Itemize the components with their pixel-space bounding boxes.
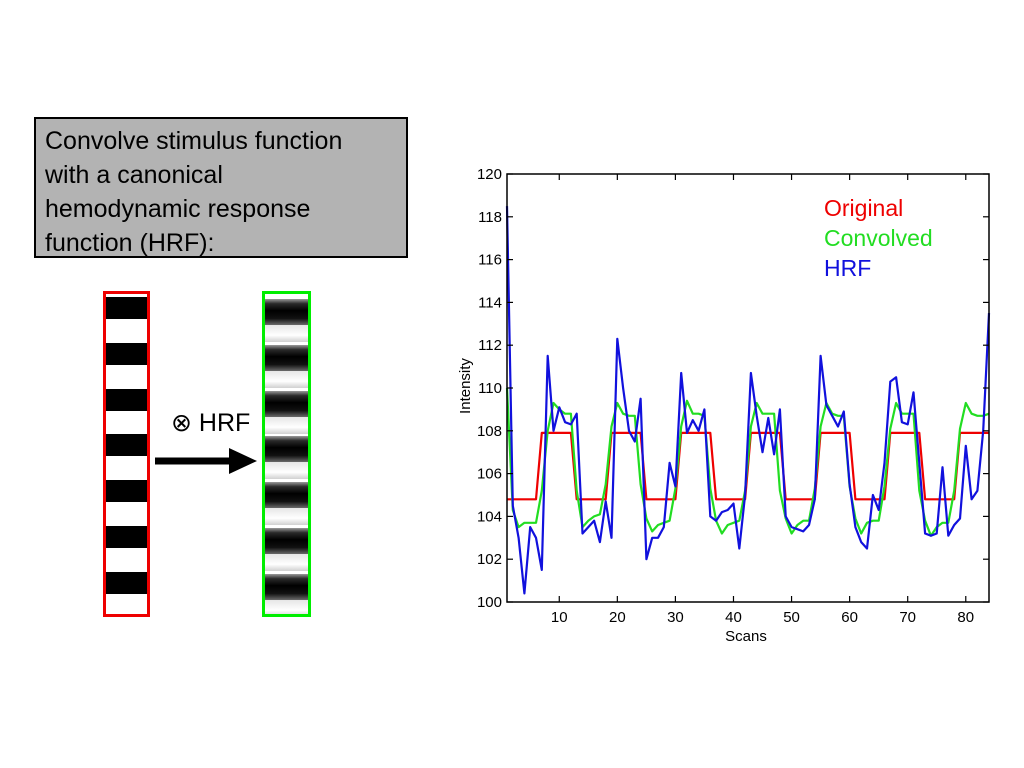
convolved-gap: [265, 599, 308, 614]
convolution-operator-label: ⊗ HRF: [171, 409, 251, 437]
convolved-gap: [265, 325, 308, 342]
caption-box: Convolve stimulus function with a canoni…: [34, 117, 408, 258]
x-tick-label: 80: [957, 609, 974, 626]
stimulus-original-column: [103, 291, 150, 617]
convolved-block: [265, 436, 308, 463]
y-tick-label: 106: [477, 466, 502, 483]
stimulus-block: [106, 434, 147, 457]
stimulus-block: [106, 388, 147, 411]
convolved-gap: [265, 416, 308, 434]
convolved-block: [265, 344, 308, 371]
legend-entry: Convolved: [824, 225, 933, 251]
intensity-chart: 100 102 104 106 108 110 112 114 116 118 120 10 20 30 4…: [457, 166, 991, 645]
stimulus-block: [106, 571, 147, 594]
series-line-hrf: [505, 206, 991, 595]
right-arrow-icon: [155, 448, 257, 474]
convolved-block: [265, 299, 308, 325]
convolved-block: [265, 390, 308, 417]
x-tick-label: 70: [899, 609, 916, 626]
stimulus-block: [106, 526, 147, 548]
caption-line: hemodynamic response: [45, 195, 311, 223]
plot-area: [507, 174, 989, 602]
y-tick-label: 102: [477, 551, 502, 568]
convolved-block: [265, 573, 308, 600]
x-tick-label: 50: [783, 609, 800, 626]
stimulus-block: [106, 480, 147, 503]
convolved-gap: [265, 462, 308, 480]
x-tick-label: 20: [609, 609, 626, 626]
legend-entry: HRF: [824, 255, 871, 281]
y-tick-label: 108: [477, 423, 502, 440]
y-tick-label: 110: [478, 380, 502, 397]
convolved-gap: [265, 370, 308, 388]
convolved-block: [265, 482, 308, 509]
y-tick-label: 118: [478, 209, 502, 226]
convolved-block: [265, 528, 308, 554]
x-tick-label: 60: [841, 609, 858, 626]
stimulus-block: [106, 342, 147, 365]
x-tick-label: 30: [667, 609, 684, 626]
convolved-gap: [265, 554, 308, 571]
caption-line: with a canonical: [45, 161, 223, 189]
caption-line: Convolve stimulus function: [45, 127, 343, 155]
x-axis-label: Scans: [725, 628, 767, 645]
convolved-gap: [265, 508, 308, 526]
x-tick-label: 40: [725, 609, 742, 626]
x-tick-label: 10: [551, 609, 568, 626]
legend-entry: Original: [824, 195, 903, 221]
y-tick-label: 120: [477, 166, 502, 183]
y-axis-label: Intensity: [457, 358, 474, 414]
caption-line: function (HRF):: [45, 229, 215, 257]
stimulus-convolved-column: [262, 291, 311, 617]
stimulus-block: [106, 297, 147, 319]
y-tick-label: 114: [478, 294, 502, 311]
y-tick-label: 116: [478, 252, 502, 269]
y-tick-label: 112: [478, 337, 502, 354]
y-tick-label: 104: [477, 508, 502, 525]
y-tick-label: 100: [477, 594, 502, 611]
